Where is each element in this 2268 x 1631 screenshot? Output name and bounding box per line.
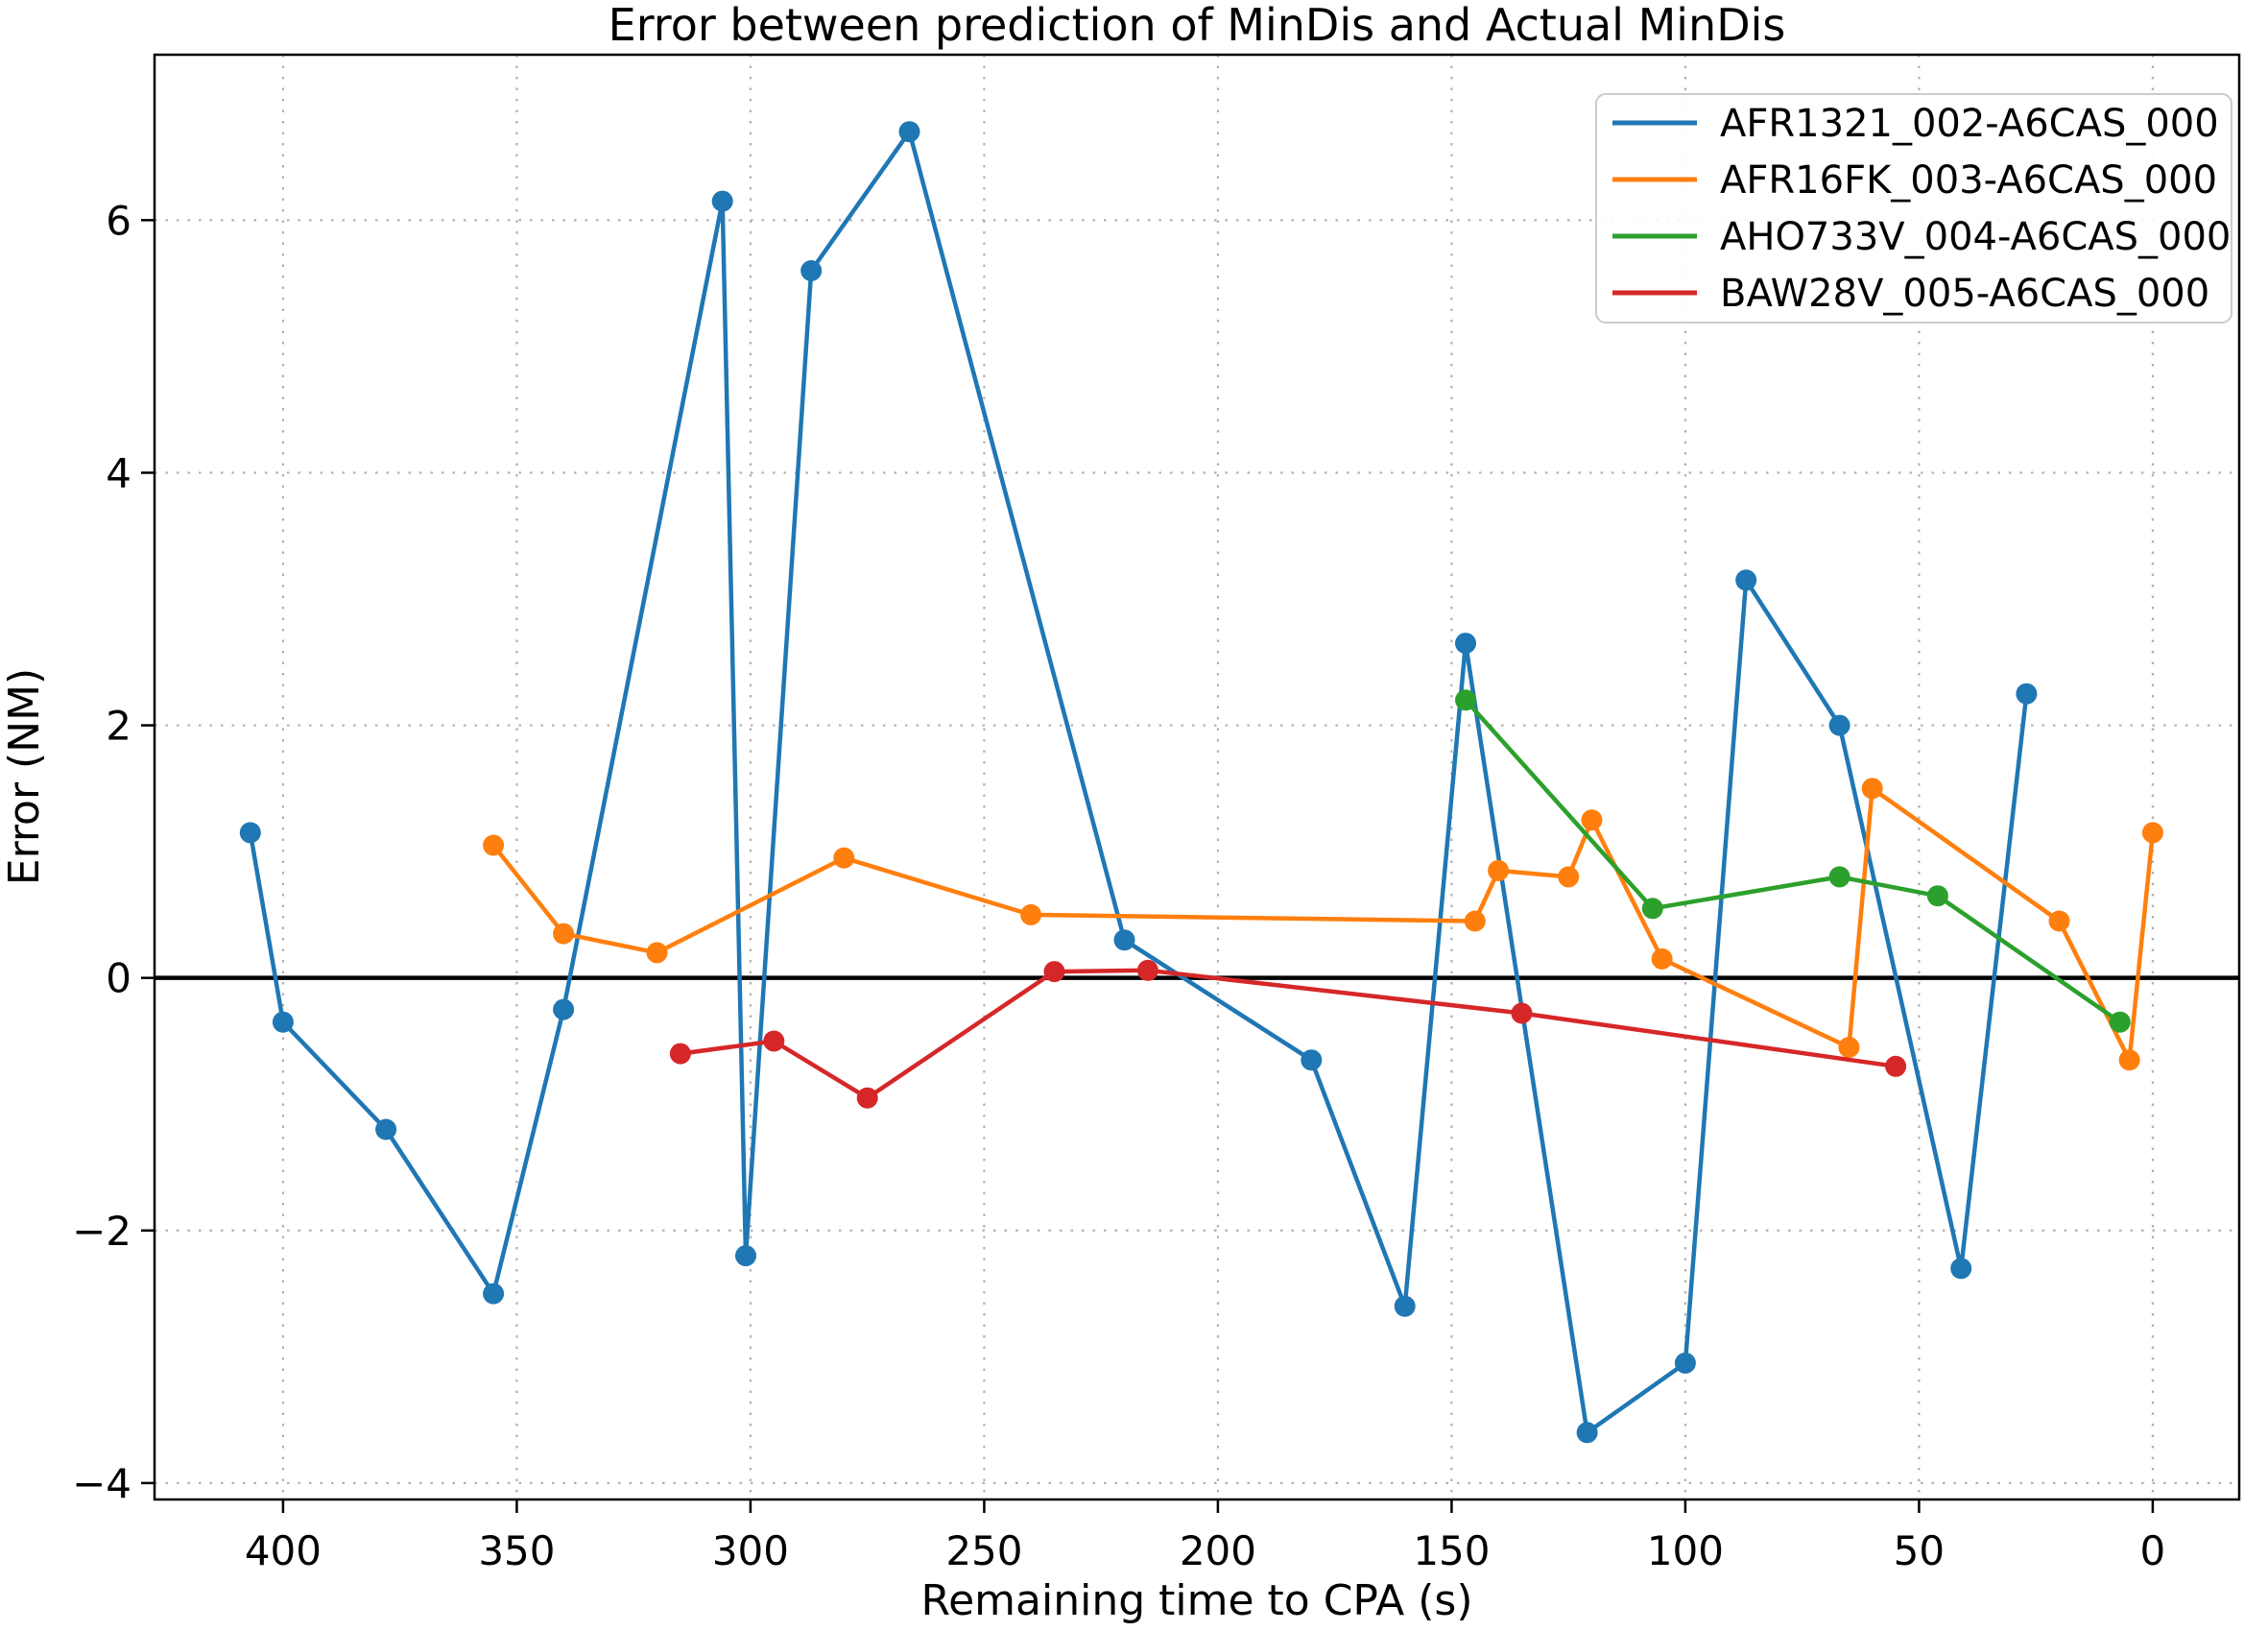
y-tick-label: −2: [72, 1208, 131, 1255]
data-point: [898, 121, 920, 143]
plot-border: [153, 53, 2241, 1501]
series-AFR1321_002-A6CAS_000: [239, 121, 2038, 1444]
data-point: [2109, 1011, 2131, 1033]
y-tick-label: 4: [106, 449, 131, 496]
data-point: [1455, 689, 1476, 711]
data-point: [2016, 683, 2038, 705]
data-point: [646, 942, 668, 964]
y-tick-label: 0: [106, 955, 131, 1002]
data-point: [1950, 1258, 1972, 1280]
data-point: [375, 1118, 397, 1140]
legend-label: AFR16FK_003-A6CAS_000: [1720, 158, 2217, 203]
data-point: [1581, 809, 1603, 831]
data-point: [553, 998, 575, 1020]
data-point: [1488, 859, 1510, 881]
x-tick-label: 50: [1894, 1527, 1945, 1574]
data-point: [711, 190, 733, 212]
data-point: [669, 1043, 691, 1065]
y-tick-label: 2: [106, 703, 131, 750]
legend-label: BAW28V_005-A6CAS_000: [1720, 272, 2209, 316]
data-point: [856, 1087, 878, 1109]
data-point: [1674, 1352, 1696, 1374]
x-tick-label: 0: [2140, 1527, 2166, 1574]
data-point: [2118, 1049, 2140, 1071]
x-axis-label: Remaining time to CPA (s): [921, 1576, 1473, 1625]
data-point: [1020, 903, 1042, 925]
data-point: [1136, 959, 1158, 981]
axis-ticks: 400 350 300 250 200 150 100 50 0 −4 −2 0 2 4 6: [72, 197, 2165, 1574]
data-point: [272, 1011, 294, 1033]
data-point: [1861, 778, 1883, 800]
legend: AFR1321_002-A6CAS_000 AFR16FK_003-A6CAS_…: [1595, 93, 2232, 324]
data-point: [1926, 885, 1948, 907]
data-point: [1394, 1295, 1416, 1317]
data-point: [735, 1245, 756, 1267]
data-point: [763, 1030, 785, 1052]
data-point: [1043, 961, 1065, 983]
data-point: [1735, 569, 1757, 591]
data-point: [1511, 1002, 1533, 1024]
data-point: [1828, 714, 1850, 736]
data-point: [2048, 910, 2070, 932]
chart-title: Error between prediction of MinDis and A…: [609, 0, 1786, 51]
data-series: [239, 121, 2163, 1444]
data-point: [239, 822, 261, 844]
series-BAW28V_005-A6CAS_000: [669, 959, 1907, 1109]
data-point: [800, 260, 823, 281]
data-point: [2141, 822, 2163, 844]
series-AHO733V_004-A6CAS_000: [1455, 689, 2131, 1033]
data-point: [833, 847, 855, 869]
data-point: [1558, 866, 1580, 888]
y-tick-label: 6: [106, 197, 131, 244]
data-point: [1455, 633, 1476, 655]
x-tick-label: 200: [1180, 1527, 1256, 1574]
x-tick-label: 100: [1647, 1527, 1724, 1574]
data-point: [1113, 929, 1135, 951]
data-point: [1828, 866, 1850, 888]
x-tick-label: 350: [478, 1527, 555, 1574]
x-tick-label: 250: [945, 1527, 1022, 1574]
x-tick-label: 150: [1413, 1527, 1490, 1574]
data-point: [1838, 1037, 1860, 1058]
data-point: [553, 923, 575, 945]
x-tick-label: 300: [712, 1527, 789, 1574]
legend-label: AHO733V_004-A6CAS_000: [1720, 215, 2231, 259]
x-tick-label: 400: [245, 1527, 322, 1574]
data-point: [1651, 947, 1673, 970]
y-axis-label: Error (NM): [0, 668, 49, 885]
legend-label: AFR1321_002-A6CAS_000: [1720, 102, 2219, 146]
data-point: [1641, 898, 1663, 920]
legend-box: [1595, 93, 2232, 324]
y-tick-label: −4: [72, 1460, 131, 1507]
series-AFR16FK_003-A6CAS_000: [483, 778, 2163, 1071]
data-point: [1464, 910, 1486, 932]
data-point: [1576, 1422, 1598, 1444]
data-point: [483, 1283, 505, 1305]
data-point: [1301, 1049, 1323, 1071]
data-point: [1885, 1055, 1907, 1077]
data-point: [483, 834, 505, 856]
